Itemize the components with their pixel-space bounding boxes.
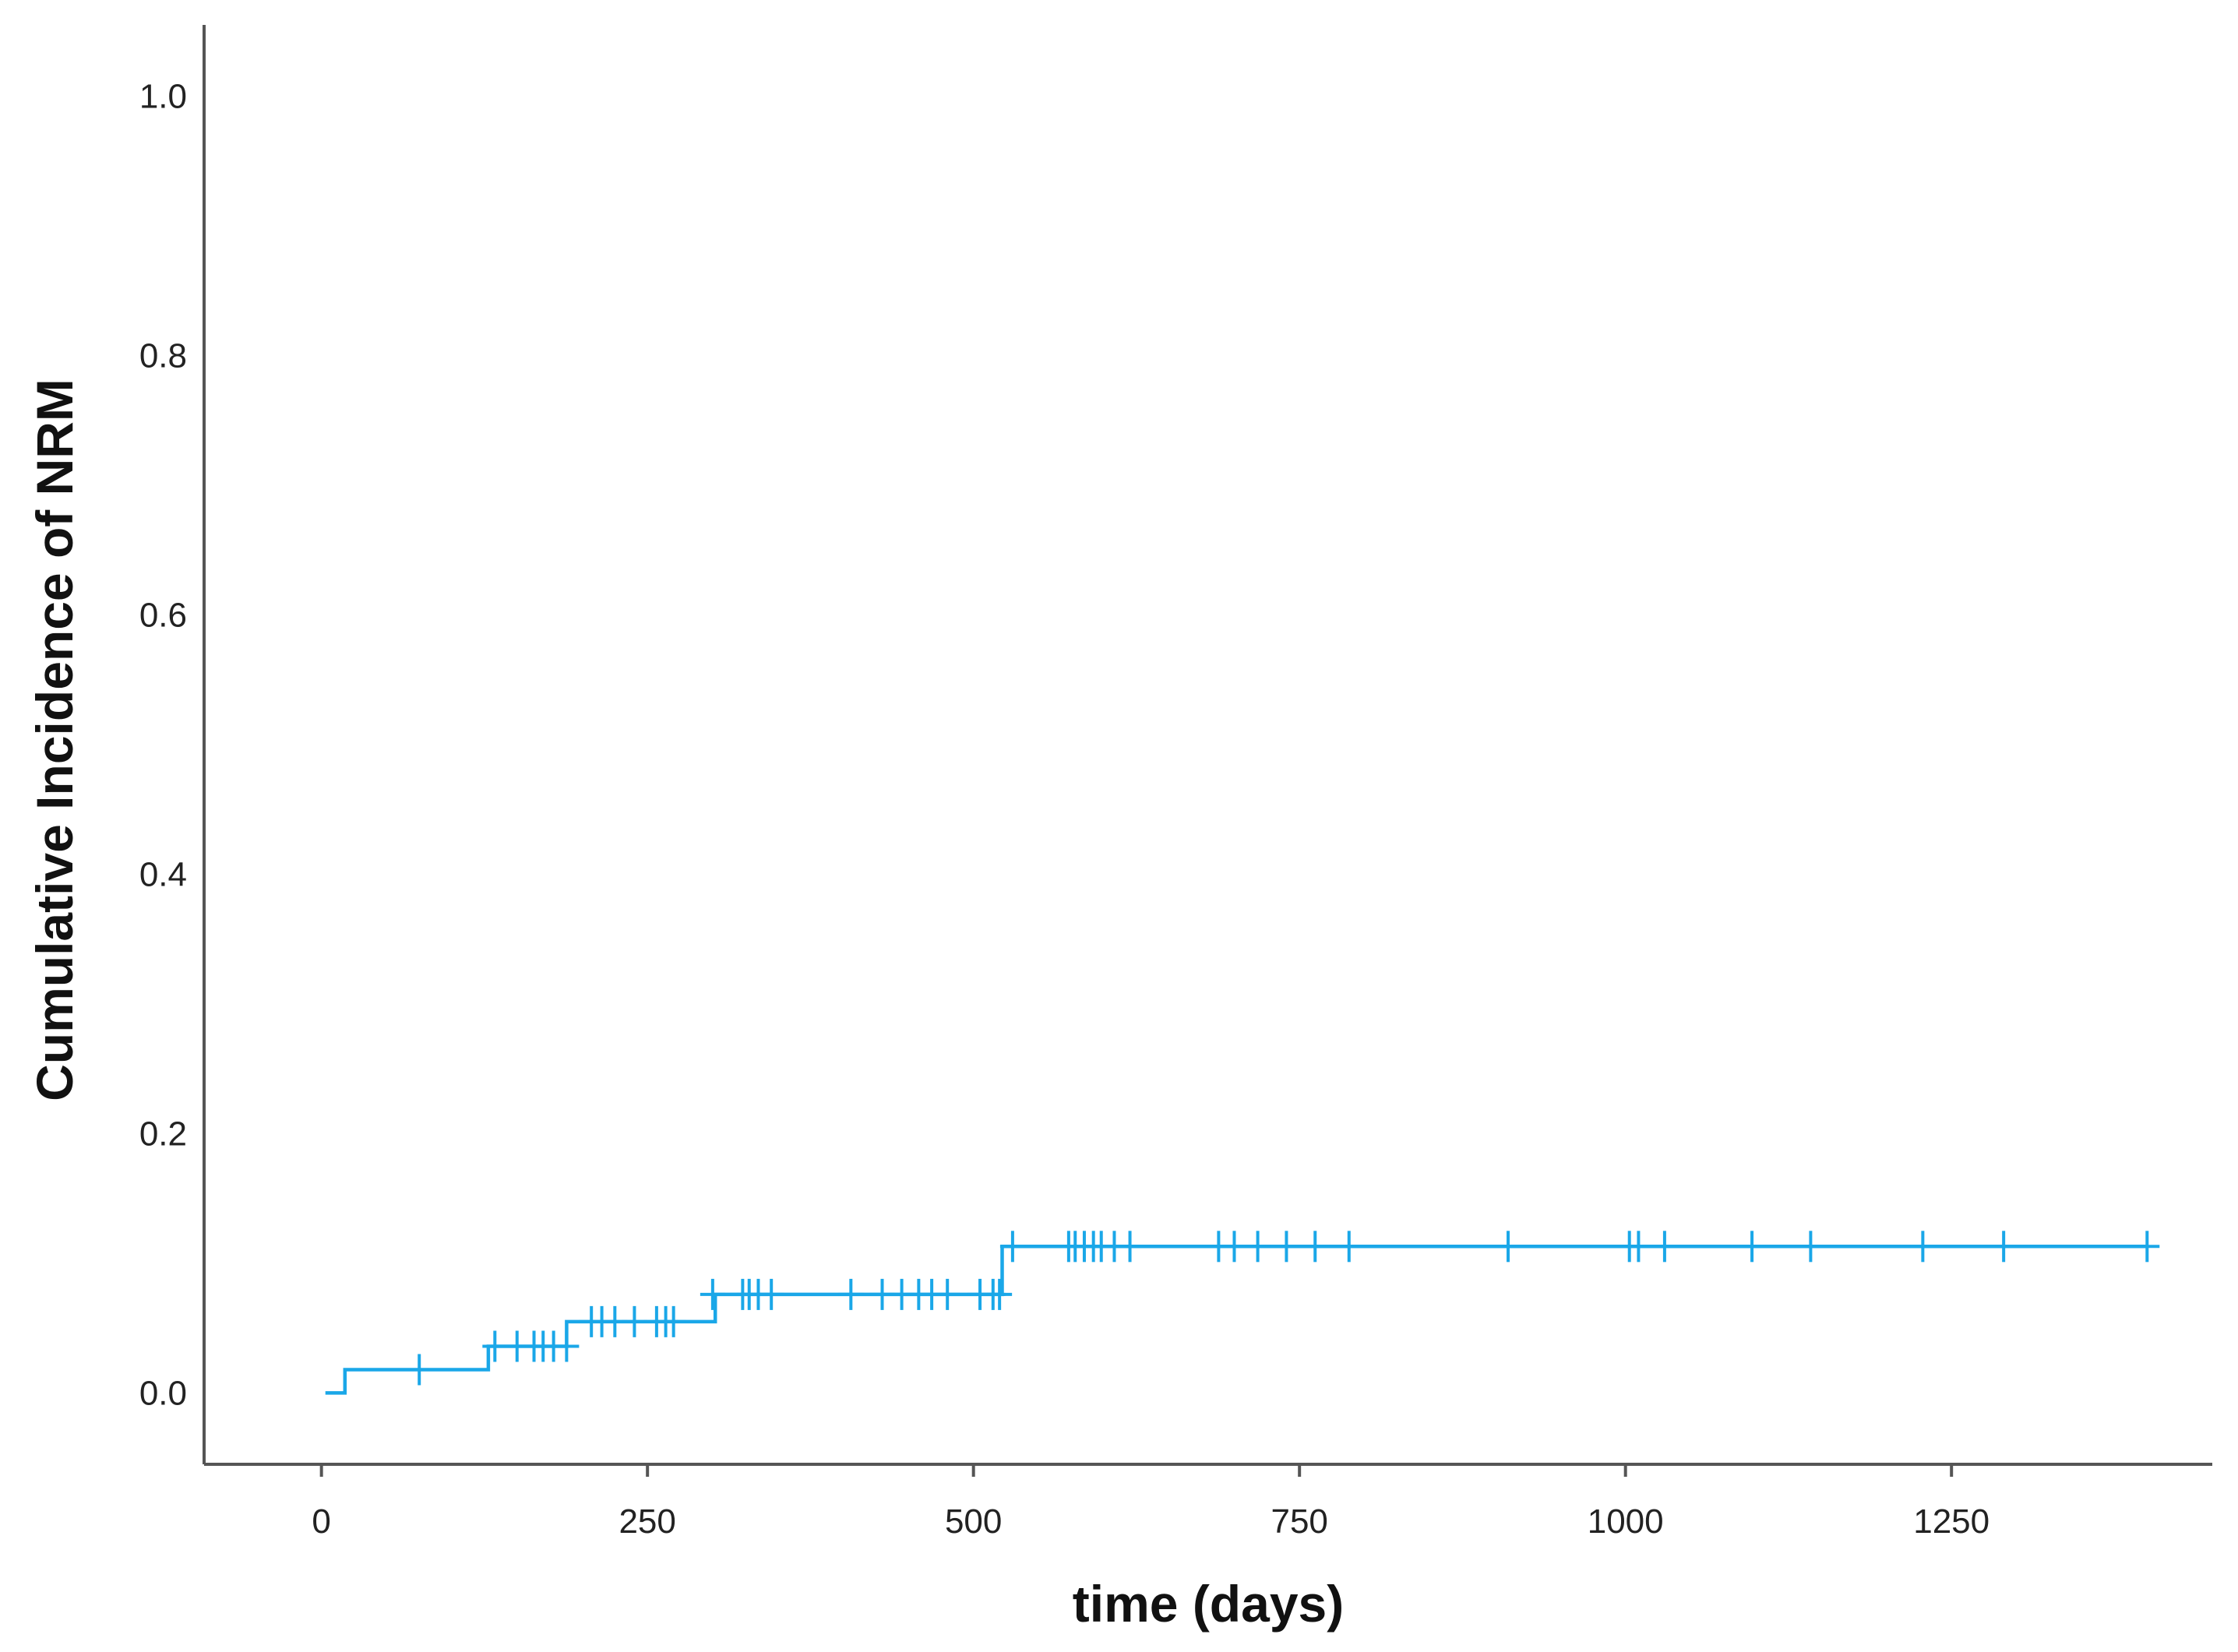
censor-mark <box>1626 1231 1651 1263</box>
x-tick-label: 750 <box>1271 1502 1327 1541</box>
censor-mark <box>661 1305 686 1337</box>
censor-mark <box>1221 1231 1247 1263</box>
x-tick-label: 0 <box>312 1502 330 1541</box>
y-ticks: 0.0 0.2 0.4 0.6 0.8 1.0 <box>139 78 187 1413</box>
y-axis-title: Cumulative Incidence of NRM <box>26 379 83 1101</box>
x-tick-label: 500 <box>945 1502 1002 1541</box>
censor-mark <box>1274 1231 1299 1263</box>
x-tick-label: 1000 <box>1588 1502 1664 1541</box>
censor-mark <box>1496 1231 1521 1263</box>
x-axis-title: time (days) <box>1073 1575 1344 1633</box>
censor-mark <box>759 1278 784 1310</box>
censor-mark <box>1117 1231 1143 1263</box>
censor-mark <box>700 1278 725 1310</box>
series-line <box>325 1245 2148 1395</box>
censor-mark <box>554 1330 580 1362</box>
y-tick-label: 0.6 <box>139 597 187 635</box>
censor-mark <box>999 1231 1025 1263</box>
y-tick-label: 0.0 <box>139 1374 187 1412</box>
x-tick-label: 1250 <box>1913 1502 1990 1541</box>
y-tick-label: 0.4 <box>139 855 187 893</box>
censor-mark <box>1739 1231 1765 1263</box>
y-tick-label: 0.8 <box>139 337 187 375</box>
censor-mark <box>1798 1231 1824 1263</box>
censor-mark <box>838 1278 864 1310</box>
censor-mark <box>482 1330 508 1362</box>
x-ticks: 0 250 500 750 1000 1250 <box>312 1464 1990 1541</box>
censor-mark <box>1910 1231 1936 1263</box>
censor-mark <box>935 1278 960 1310</box>
censor-mark <box>1302 1231 1328 1263</box>
series-layer <box>325 1231 2160 1395</box>
y-tick-label: 1.0 <box>139 78 187 116</box>
censor-mark <box>407 1354 432 1386</box>
censor-mark <box>1245 1231 1271 1263</box>
y-tick-label: 0.2 <box>139 1115 187 1153</box>
axes <box>203 25 2212 1466</box>
censor-mark <box>1991 1231 2017 1263</box>
censor-mark <box>2134 1231 2160 1263</box>
censor-mark <box>987 1278 1013 1310</box>
censor-mark <box>1336 1231 1362 1263</box>
censor-mark <box>1651 1231 1677 1263</box>
x-tick-label: 250 <box>619 1502 675 1541</box>
censor-mark <box>622 1305 647 1337</box>
